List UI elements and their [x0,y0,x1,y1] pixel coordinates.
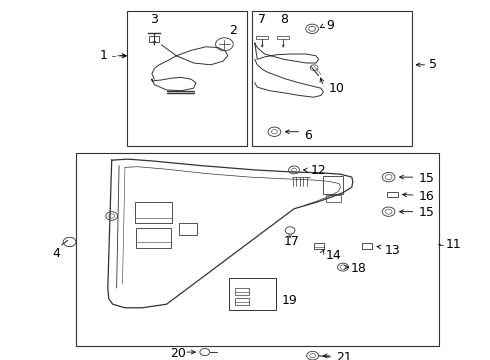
Bar [323,176,343,194]
Text: 7: 7 [258,13,266,26]
Bar [136,228,171,248]
Bar [314,243,324,249]
Bar [387,192,398,197]
Bar [179,223,197,235]
Text: 4: 4 [52,247,60,260]
Bar [135,202,171,223]
Text: 5: 5 [429,58,437,71]
Bar [252,11,412,146]
Text: 15: 15 [419,172,435,185]
Text: 13: 13 [385,244,400,257]
Text: 8: 8 [280,13,288,26]
Text: 18: 18 [350,262,366,275]
Bar [149,36,159,42]
Bar [235,298,249,305]
Text: 10: 10 [328,82,344,95]
Text: 15: 15 [419,206,435,219]
Text: 17: 17 [284,235,299,248]
Text: 6: 6 [304,129,312,142]
Bar [277,36,289,39]
Text: 1: 1 [100,49,108,62]
Bar [127,11,247,146]
Bar [76,153,439,346]
Bar [229,278,276,310]
Bar [235,288,249,295]
Text: 21: 21 [336,351,351,360]
Text: 19: 19 [282,294,297,307]
Text: 14: 14 [326,249,342,262]
Bar [362,243,372,249]
Text: 2: 2 [229,24,237,37]
Text: 16: 16 [419,190,435,203]
Text: 3: 3 [150,13,158,26]
Text: 20: 20 [171,347,186,360]
Text: 12: 12 [311,165,327,177]
Text: 11: 11 [446,238,462,251]
Text: 9: 9 [326,19,334,32]
Bar [326,195,341,202]
Bar [256,36,268,39]
